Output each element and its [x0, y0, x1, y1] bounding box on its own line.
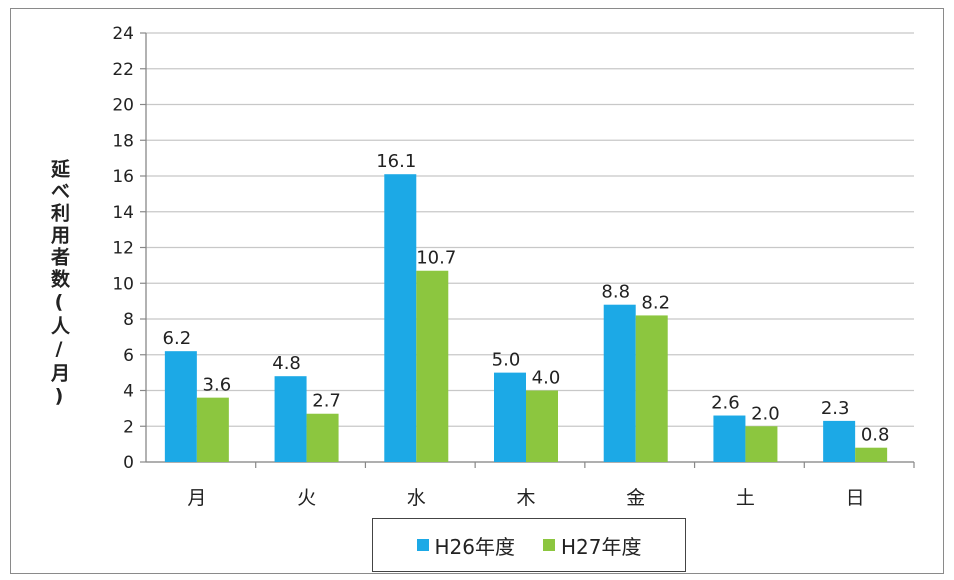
x-tick-label: 火: [297, 487, 316, 509]
legend-swatch-h27: [543, 539, 555, 551]
data-label: 16.1: [376, 151, 416, 172]
x-tick-label: 月: [187, 487, 206, 509]
data-label: 10.7: [416, 248, 456, 269]
data-label: 4.0: [532, 368, 561, 389]
y-tick-label: 18: [112, 131, 134, 151]
bar: [635, 315, 668, 462]
x-tick-label: 水: [407, 487, 426, 509]
bar: [274, 376, 307, 462]
data-labels: 6.2 3.6 4.8 2.7 16.1 10.7 5.0 4.0 8.8 8.2 2.6 2.0 2.…: [163, 151, 890, 445]
y-tick-label: 6: [123, 346, 134, 366]
data-label: 2.7: [312, 391, 341, 412]
data-label: 2.0: [751, 403, 780, 424]
grid-lines: [146, 32, 914, 463]
legend-swatch-h26: [416, 539, 429, 551]
y-tick-label: 10: [112, 274, 134, 294]
y-tick-label: 20: [112, 96, 134, 116]
bar: [823, 420, 856, 462]
bar: [526, 390, 558, 462]
y-tick-label: 2: [123, 417, 134, 437]
y-tick-label: 0: [123, 453, 134, 473]
bar-chart: 024681012141618202224月火水木金土日 6.23.64.82.…: [112, 24, 915, 509]
bar: [306, 413, 339, 462]
bar: [494, 372, 526, 462]
data-label: 8.8: [601, 282, 630, 303]
legend: H26年度 H27年度: [372, 518, 686, 572]
y-tick-label: 14: [112, 203, 134, 223]
bar: [603, 304, 636, 462]
data-label: 6.2: [163, 328, 192, 349]
x-tick-label: 土: [736, 487, 755, 509]
bar: [855, 447, 888, 462]
bar: [196, 397, 229, 462]
legend-label-h27: H27年度: [561, 534, 642, 559]
data-label: 3.6: [203, 375, 232, 396]
bar: [164, 351, 197, 462]
x-tick-label: 木: [516, 487, 535, 509]
y-tick-label: 8: [123, 310, 134, 330]
x-tick-label: 日: [846, 487, 865, 509]
legend-item-h27: H27年度: [543, 531, 642, 560]
y-axis-label: 延べ利用者数(人/月): [48, 159, 70, 410]
data-label: 5.0: [492, 350, 521, 371]
data-label: 2.3: [821, 398, 850, 419]
axes: 024681012141618202224月火水木金土日: [112, 24, 915, 509]
bar: [713, 415, 746, 462]
y-tick-label: 24: [112, 24, 134, 44]
legend-item-h26: H26年度: [416, 531, 516, 560]
bars: [164, 174, 888, 462]
chart-frame: 0 2 4 6 8 10 12 14 16 18 20 22 24 月火水木金土日 6.2 3.6 4.8 2.…: [10, 8, 944, 574]
bar: [745, 426, 778, 462]
y-tick-label: 12: [112, 239, 134, 259]
y-tick-label: 4: [123, 382, 134, 402]
data-label: 2.6: [711, 393, 740, 414]
y-tick-label: 16: [112, 167, 134, 187]
x-tick-label: 金: [626, 487, 645, 509]
data-label: 0.8: [861, 425, 890, 446]
y-tick-label: 22: [112, 60, 134, 80]
legend-label-h26: H26年度: [434, 534, 516, 559]
bar: [384, 174, 417, 462]
data-label: 4.8: [272, 353, 301, 374]
data-label: 8.2: [641, 292, 670, 313]
bar: [416, 270, 449, 462]
